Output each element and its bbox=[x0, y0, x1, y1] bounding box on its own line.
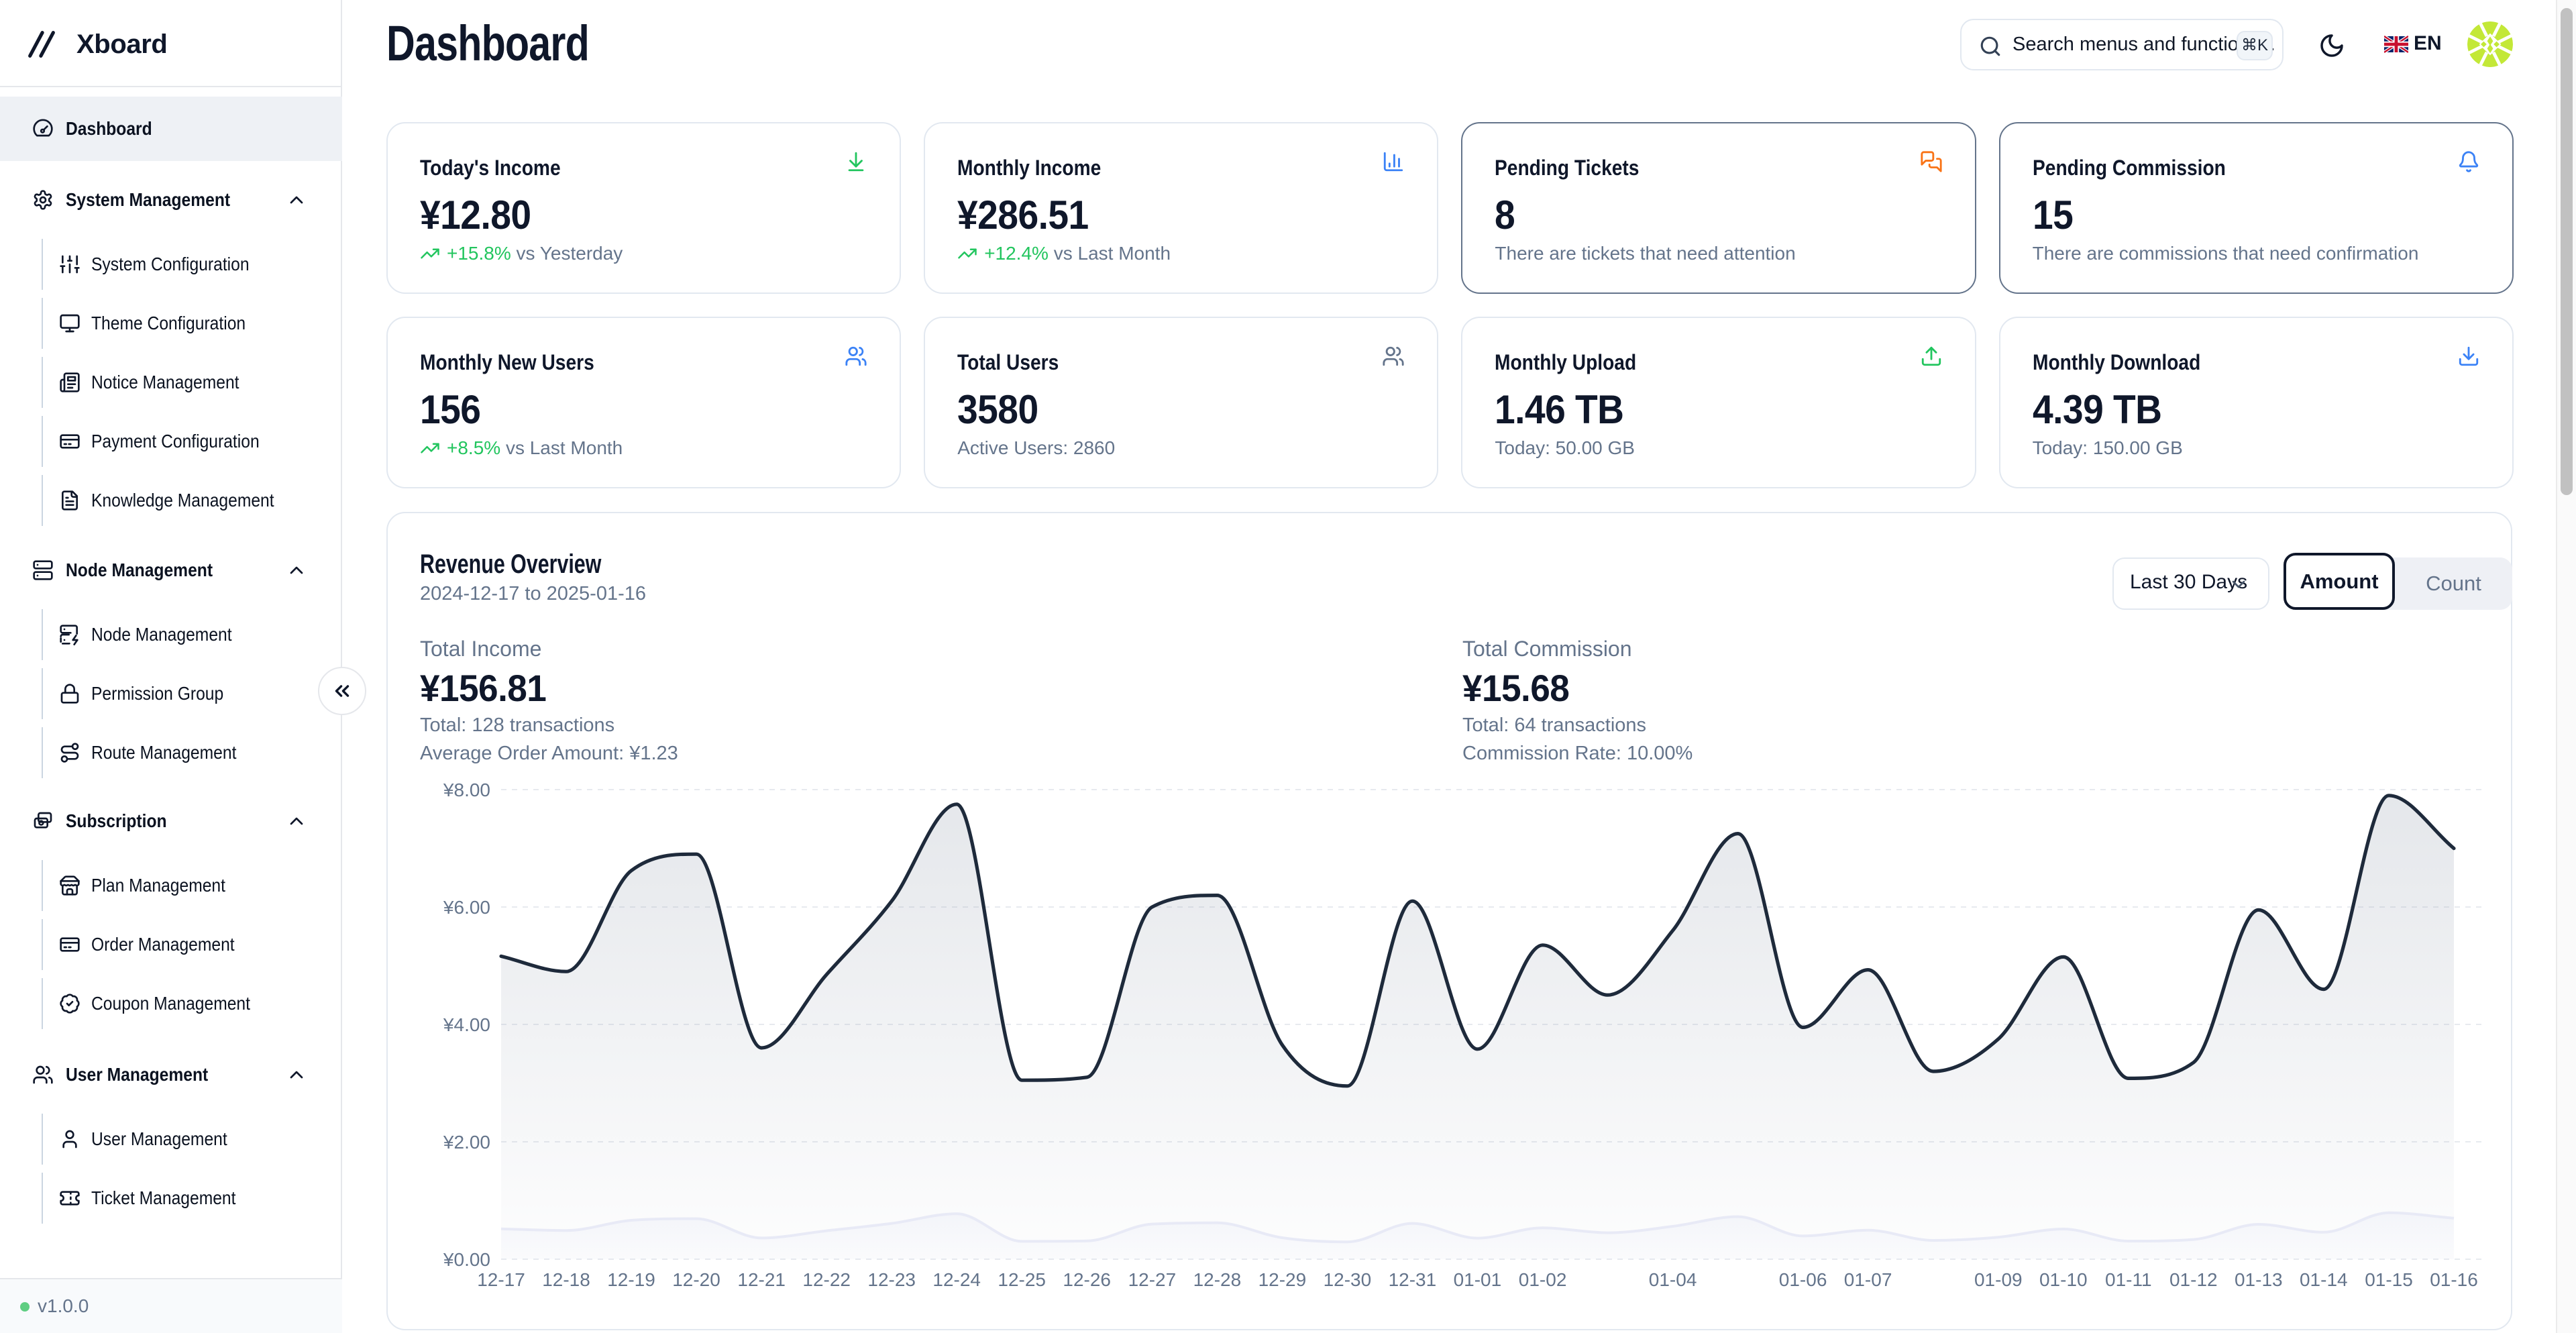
svg-text:12-30: 12-30 bbox=[1324, 1269, 1372, 1290]
svg-text:12-23: 12-23 bbox=[867, 1269, 916, 1290]
svg-text:12-17: 12-17 bbox=[477, 1269, 525, 1290]
svg-text:01-13: 01-13 bbox=[2235, 1269, 2283, 1290]
svg-text:01-15: 01-15 bbox=[2365, 1269, 2413, 1290]
svg-text:12-28: 12-28 bbox=[1193, 1269, 1242, 1290]
svg-text:01-11: 01-11 bbox=[2105, 1269, 2152, 1290]
svg-text:12-20: 12-20 bbox=[672, 1269, 720, 1290]
svg-text:01-04: 01-04 bbox=[1649, 1269, 1697, 1290]
svg-text:¥8.00: ¥8.00 bbox=[443, 780, 490, 800]
svg-text:01-14: 01-14 bbox=[2300, 1269, 2348, 1290]
svg-text:01-09: 01-09 bbox=[1974, 1269, 2023, 1290]
svg-text:¥0.00: ¥0.00 bbox=[443, 1249, 490, 1270]
svg-text:12-27: 12-27 bbox=[1128, 1269, 1177, 1290]
svg-text:12-24: 12-24 bbox=[932, 1269, 981, 1290]
svg-text:12-19: 12-19 bbox=[607, 1269, 655, 1290]
svg-text:01-07: 01-07 bbox=[1844, 1269, 1892, 1290]
svg-text:01-01: 01-01 bbox=[1454, 1269, 1502, 1290]
svg-text:¥4.00: ¥4.00 bbox=[443, 1014, 490, 1035]
svg-text:¥6.00: ¥6.00 bbox=[443, 897, 490, 918]
svg-text:12-29: 12-29 bbox=[1258, 1269, 1307, 1290]
svg-text:01-16: 01-16 bbox=[2430, 1269, 2478, 1290]
svg-text:12-21: 12-21 bbox=[737, 1269, 786, 1290]
svg-text:12-22: 12-22 bbox=[802, 1269, 851, 1290]
svg-text:¥2.00: ¥2.00 bbox=[443, 1132, 490, 1153]
svg-text:01-10: 01-10 bbox=[2039, 1269, 2088, 1290]
svg-text:12-31: 12-31 bbox=[1389, 1269, 1437, 1290]
svg-text:12-18: 12-18 bbox=[542, 1269, 590, 1290]
svg-text:12-25: 12-25 bbox=[998, 1269, 1046, 1290]
svg-text:01-06: 01-06 bbox=[1779, 1269, 1827, 1290]
svg-text:12-26: 12-26 bbox=[1063, 1269, 1111, 1290]
svg-text:01-02: 01-02 bbox=[1519, 1269, 1567, 1290]
svg-text:01-12: 01-12 bbox=[2169, 1269, 2218, 1290]
